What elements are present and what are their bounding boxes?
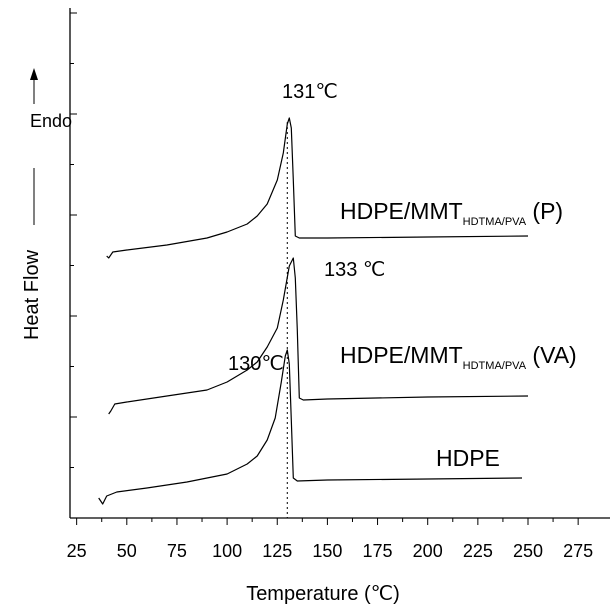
x-ticks: 25 50 75 100 125 150 175 200 225 250 275 (67, 518, 593, 561)
y-axis-title: Heat Flow (21, 249, 43, 340)
x-tick-label: 75 (167, 541, 187, 561)
x-tick-label: 150 (312, 541, 342, 561)
annotation-131: 131℃ (282, 81, 338, 103)
x-tick-label: 25 (67, 541, 87, 561)
x-tick-label: 200 (413, 541, 443, 561)
y-ticks (70, 12, 77, 519)
annotation-133: 133 ℃ (324, 259, 385, 281)
x-tick-label: 50 (117, 541, 137, 561)
curve-hdpe (98, 349, 523, 505)
x-tick-label: 250 (513, 541, 543, 561)
endo-label: Endo (30, 111, 72, 131)
x-tick-label: 275 (563, 541, 593, 561)
series-group (98, 117, 529, 505)
curve-hdpe-mmt-p (106, 117, 529, 259)
x-tick-label: 175 (363, 541, 393, 561)
curve-hdpe-mmt-va (108, 257, 529, 415)
x-tick-label: 225 (463, 541, 493, 561)
series-label-hdpe: HDPE (436, 445, 500, 471)
x-axis-title: Temperature (℃) (246, 583, 400, 605)
x-tick-label: 100 (212, 541, 242, 561)
annotation-130: 130℃ (228, 353, 284, 375)
x-tick-label: 125 (262, 541, 292, 561)
series-label-va: HDPE/MMTHDTMA/PVA (VA) (340, 342, 577, 372)
endo-arrow-head (30, 68, 38, 80)
series-label-p: HDPE/MMTHDTMA/PVA (P) (340, 198, 563, 228)
